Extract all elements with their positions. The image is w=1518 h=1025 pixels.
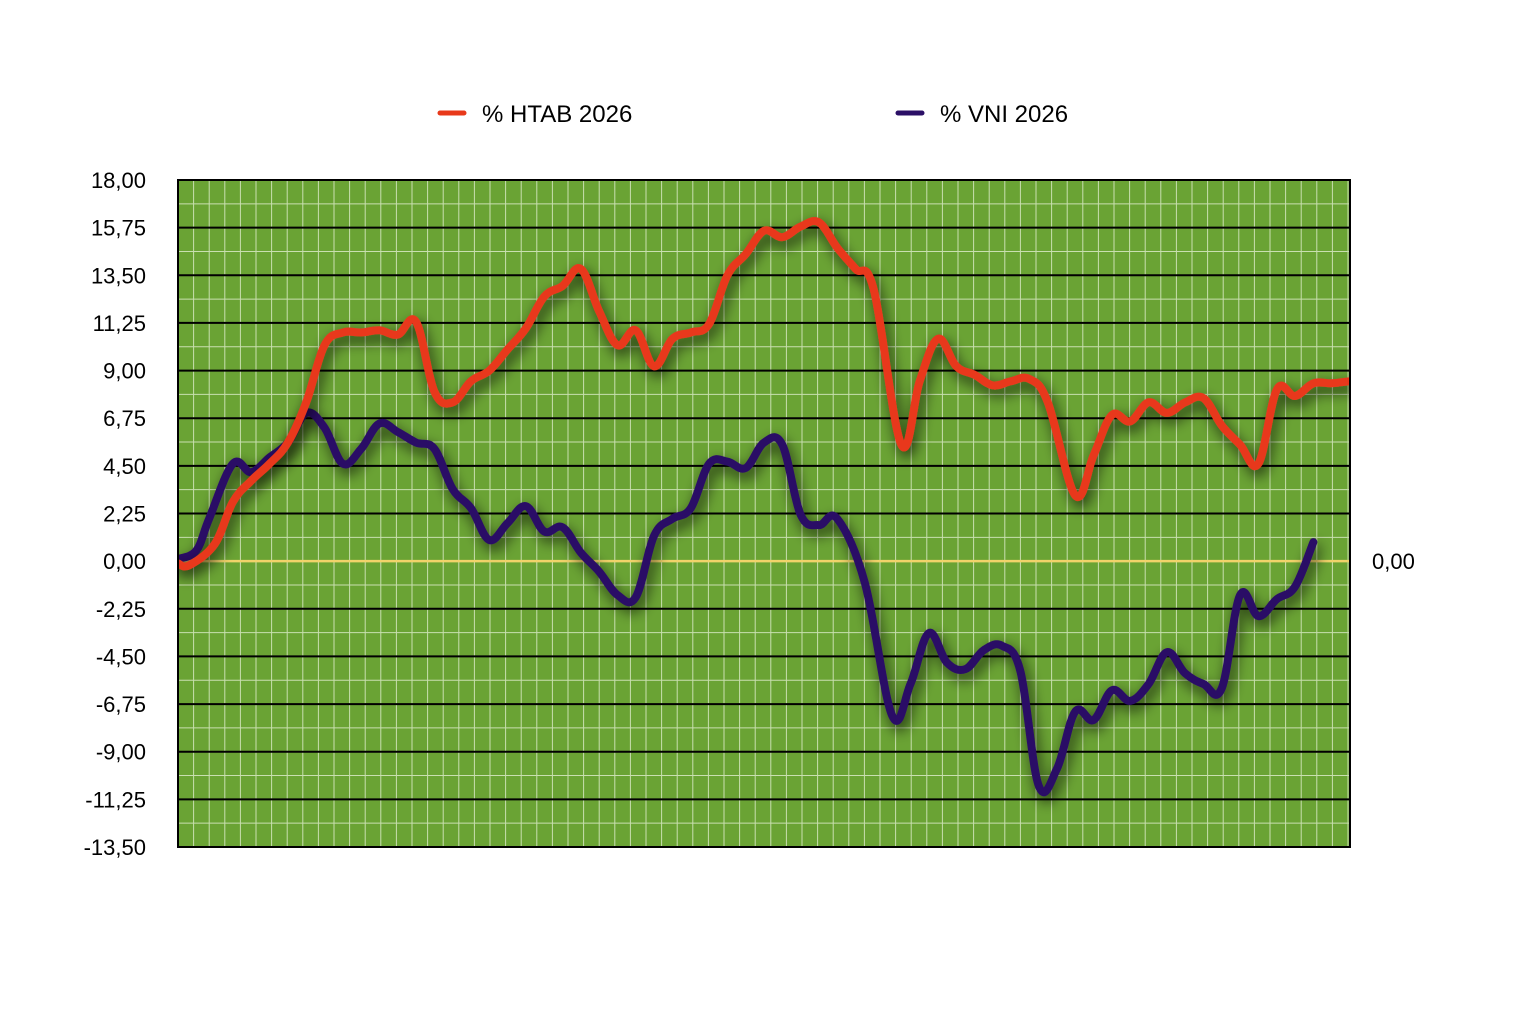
- zero-line-label: 0,00: [1372, 549, 1415, 574]
- y-tick-label: -13,50: [84, 835, 146, 860]
- y-tick-label: -9,00: [96, 740, 146, 765]
- legend: % HTAB 2026 % VNI 2026: [437, 101, 1068, 128]
- y-tick-label: 6,75: [103, 406, 146, 431]
- y-tick-label: 0,00: [103, 549, 146, 574]
- y-tick-label: 4,50: [103, 454, 146, 479]
- y-axis: 18,00 15,75 13,50 11,25 9,00 6,75 4,50 2,25 0,00…: [84, 168, 146, 860]
- y-tick-label: 11,25: [93, 311, 146, 336]
- y-tick-label: 9,00: [103, 359, 146, 384]
- legend-label-vni-2026: % VNI 2026: [940, 101, 1068, 128]
- y-tick-label: 15,75: [91, 216, 146, 241]
- y-tick-label: -2,25: [96, 597, 146, 622]
- y-tick-label: 13,50: [91, 263, 146, 288]
- series-line-htab-2026: [178, 217, 1350, 571]
- major-gridlines: [178, 180, 1350, 847]
- y-tick-label: -11,25: [85, 787, 146, 812]
- plot-border: [177, 179, 1351, 848]
- y-tick-label: 2,25: [103, 502, 146, 527]
- series-line-vni-2026: [178, 408, 1318, 797]
- series-layer: [178, 217, 1350, 797]
- y-tick-label: -4,50: [96, 644, 146, 669]
- y-tick-label: 18,00: [91, 168, 146, 193]
- y-tick-label: -6,75: [96, 692, 146, 717]
- legend-label-htab-2026: % HTAB 2026: [482, 101, 632, 128]
